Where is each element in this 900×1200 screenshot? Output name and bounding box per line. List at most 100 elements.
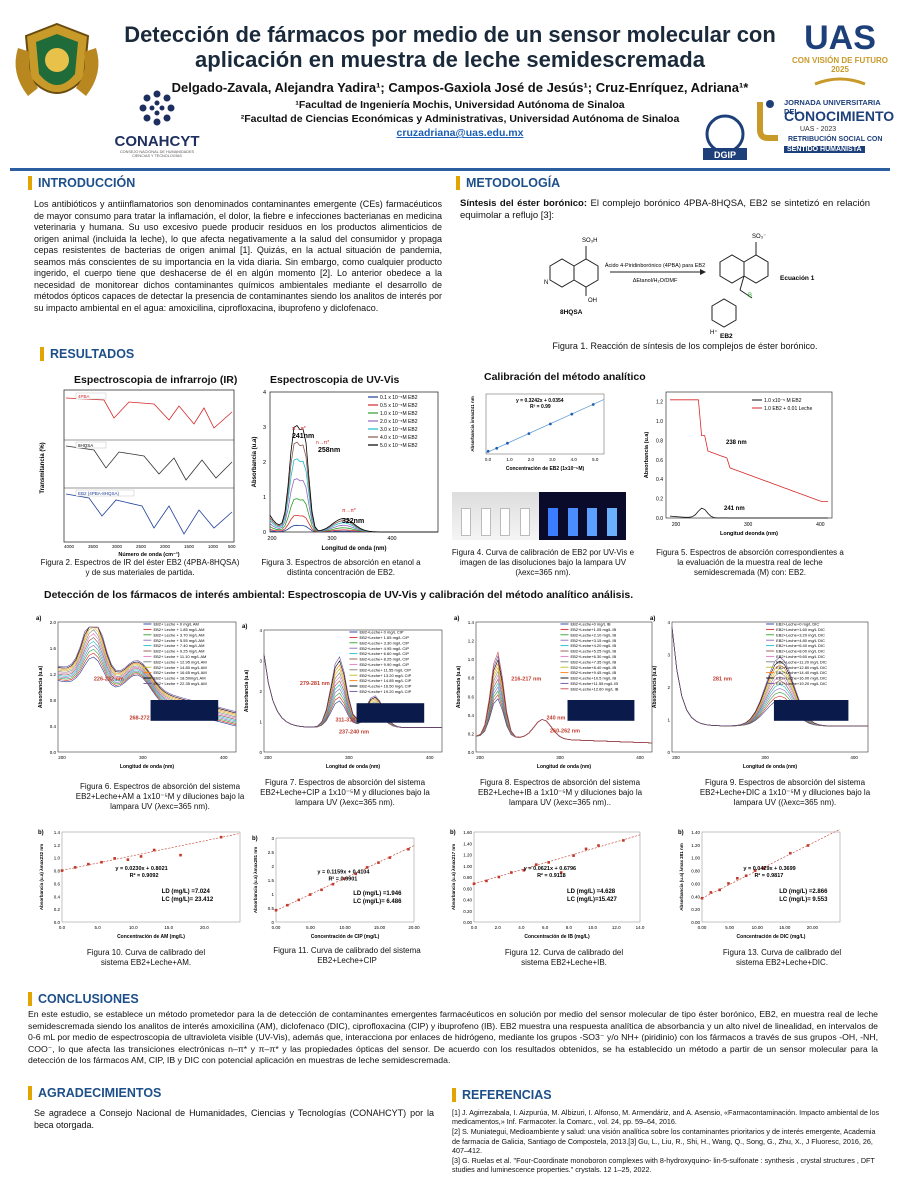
fig6-caption: Figura 6. Espectros de absorción del sis… (75, 782, 245, 811)
panel-label: a) (454, 616, 459, 622)
spec-ytick: 0 (667, 750, 670, 755)
svg-text:B: B (748, 293, 752, 299)
cal-xtick: 4.0 (571, 457, 578, 462)
milk-ytick: 1.0 (656, 419, 663, 425)
calib-point (736, 876, 739, 880)
spec-series-line (475, 651, 653, 744)
calib-ytick: 0.00 (463, 920, 472, 925)
calib-point (60, 869, 64, 872)
calib-xtick: 15.00 (779, 925, 791, 930)
ir-xlabel: Número de onda (cm⁻¹) (118, 551, 179, 558)
panel-label: b) (252, 836, 258, 842)
intro-text: Los antibióticos y antiinflamatorios son… (34, 199, 442, 313)
panel-label: a) (36, 616, 41, 622)
spec-legend-entry: EB2+Leche+ 6.60 mg/L CIP (359, 651, 409, 656)
uv-lamp-photo (567, 700, 635, 721)
spec-xtick: 200 (264, 755, 272, 760)
dgip-logo: DGIP (700, 112, 750, 162)
uv-xtick: 200 (267, 536, 276, 542)
uv-ytick: 2 (263, 460, 266, 466)
spec-xlabel: Longitud de onda (nm) (326, 764, 380, 770)
calib-ytick: 0.5 (268, 906, 275, 911)
milk-xtick: 200 (672, 522, 681, 528)
panel-label: b) (450, 830, 456, 836)
conahcyt-dots-icon (139, 90, 175, 126)
uv-transition: π→π* (342, 508, 356, 514)
calib-xtick: 5.00 (725, 925, 734, 930)
calib-point (559, 871, 563, 874)
spec-legend-entry: EB2+Leche+3.20 mg/L DIC (776, 632, 825, 637)
spec-xtick: 400 (426, 755, 434, 760)
svg-text:EB2: EB2 (720, 333, 733, 340)
spec-legend-entry: EB2+ Leche + 7.40 mg/L AM (153, 643, 204, 648)
spec-peak-label: 268-272 nm (129, 716, 159, 722)
cal-point (548, 422, 552, 426)
svg-text:Ecuación 1: Ecuación 1 (780, 275, 815, 282)
spec-ylabel: Absorbancia (u.a) (456, 666, 462, 709)
calib-ytick: 0.6 (54, 881, 61, 886)
spec-xtick: 300 (761, 755, 769, 760)
calib-ytick: 0.60 (691, 881, 700, 886)
calib-xtick: 10.00 (752, 925, 764, 930)
calib-frame (61, 831, 241, 923)
ir-label: 8HQSA (78, 443, 93, 448)
fig12-caption: Figura 12. Curva de calibrado del sistem… (504, 948, 624, 967)
calib-xtick: 15.00 (374, 925, 386, 930)
cal-point (527, 432, 531, 435)
spec-legend-entry: EB2+Leche+4.20 mg/L IB (570, 643, 616, 648)
spec-ytick: 0.0 (50, 750, 57, 755)
intro-heading: INTRODUCCIÓN (28, 176, 135, 190)
spec-legend-entry: EB2+ Leche + 1.85 mg/L AM (153, 627, 204, 632)
calib-xtick: 20.00 (807, 925, 819, 930)
uv-transition: n→π* (316, 440, 329, 446)
calib-lc: LC (mg/L)= 6.486 (353, 899, 402, 905)
spec-frame (57, 621, 237, 753)
ir-x-ticks: 4000 3500 3000 2500 2000 1500 1000 500 (64, 544, 236, 549)
svg-text:SO₃⁻: SO₃⁻ (752, 234, 766, 240)
spec-legend-entry: EB2+Leche+ 4.95 mg/L CIP (359, 646, 409, 651)
calib-point (547, 861, 550, 864)
spec-ytick: 1.0 (468, 657, 475, 662)
uv-transition: π→π* (292, 426, 306, 432)
calib-chart-dic: b) 0.00 0.20 0.40 0.60 0.80 1.00 1.20 1.40 0.00 5.… (676, 826, 848, 944)
calib-xtick: 5.0 (94, 925, 101, 930)
conclusiones-heading: CONCLUSIONES (28, 992, 139, 1006)
resultados-heading: RESULTADOS (40, 347, 134, 361)
cal-frame (485, 393, 605, 455)
spec-legend-entry: EB2+Leche+1.60 mg/L DIC (776, 627, 825, 632)
affiliation-2: ²Facultad de Ciencias Económicas y Admin… (240, 113, 680, 125)
fig2-caption: Figura 2. Espectros de IR del éster EB2 … (40, 558, 240, 577)
ir-ylabel: Transmitancia (%) (40, 442, 46, 493)
spec-legend-entry: EB2+Leche+8.40 mg/L IB (570, 665, 616, 670)
calib-xtick: 20.0 (200, 925, 209, 930)
spec-legend-entry: EB2+Leche+ 11.55 mg/L CIP (359, 667, 411, 672)
fig9-caption: Figura 9. Espectros de absorción del sis… (699, 778, 871, 807)
spectra-chart-ib: a) 0.0 0.2 0.4 0.6 0.8 1.0 1.2 1.4 200 300 400 Longi… (452, 612, 662, 778)
calib-point (179, 853, 182, 857)
spec-legend-entry: EB2+Leche+14.40 mg/L DIC (776, 670, 827, 675)
uas-logo: UAS CON VISIÓN DE FUTURO 2025 (790, 20, 890, 100)
cal-xlabel: Concentración de EB2 (1x10⁻⁵M) (506, 466, 585, 472)
contact-email[interactable]: cruzadriana@uas.edu.mx (396, 127, 524, 139)
milk-ytick: 0.4 (656, 477, 663, 483)
milk-xtick: 300 (744, 522, 753, 528)
calib-ytick: 1.20 (691, 843, 700, 848)
calib-ytick: 0.80 (463, 875, 472, 880)
calib-ytick: 1.40 (691, 830, 700, 835)
calib-ld: LD (mg/L) =7.024 (162, 889, 211, 895)
calib-ylabel: Absorbancia (u.a) λmax217 nm (451, 844, 456, 910)
spec-ytick: 1.2 (50, 672, 57, 677)
milk-ylabel: Absorbancia (u.a) (644, 432, 650, 479)
calib-eq: y = 0.0429x + 0.3699 (743, 866, 795, 872)
calib-point (377, 861, 380, 864)
svg-text:SO₃H: SO₃H (582, 238, 597, 244)
uv-peak-label: 322nm (342, 518, 364, 525)
calib-ytick: 1.60 (463, 830, 472, 835)
spec-legend-entry: EB2+Leche+12.80 mg/L DIC (776, 665, 827, 670)
fig11-caption: Figura 11. Curva de calibrado del sistem… (273, 946, 421, 965)
calib-point (126, 858, 130, 861)
spec-legend-entry: EB2+Leche+0 mg/L DIC (776, 622, 819, 627)
fig3-caption: Figura 3. Espectros de absorción en etan… (261, 558, 421, 577)
calib-trendline (61, 833, 241, 871)
milk-peak-label: 238 nm (726, 440, 747, 446)
